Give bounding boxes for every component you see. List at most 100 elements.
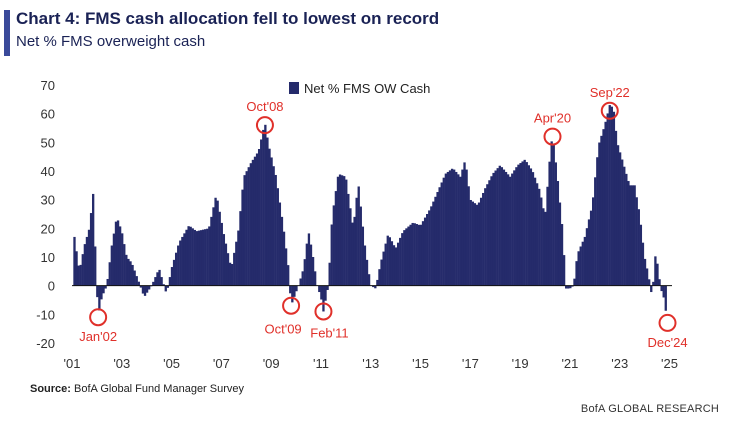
bar — [654, 256, 657, 286]
bar — [442, 177, 445, 286]
bar — [160, 277, 163, 286]
annotations: Jan'02 Oct'08 Oct'09 Feb'11 Apr'20 Sep'22 Dec'… — [79, 85, 687, 350]
bar — [639, 224, 643, 286]
bar — [154, 277, 157, 286]
bar — [390, 241, 394, 286]
bar — [421, 221, 425, 286]
bar — [347, 193, 350, 286]
bar — [446, 171, 450, 286]
bar — [471, 201, 474, 286]
bar — [645, 268, 649, 286]
bar — [245, 171, 248, 286]
bar — [494, 170, 497, 286]
bar — [85, 236, 89, 286]
bar — [239, 211, 242, 286]
bar — [206, 228, 209, 286]
bar — [183, 233, 186, 286]
bar — [185, 229, 188, 286]
bar — [531, 172, 535, 286]
bar — [75, 251, 78, 286]
bar — [616, 145, 620, 286]
bar — [228, 262, 232, 286]
bar — [112, 233, 116, 286]
bar — [121, 233, 124, 286]
bar — [328, 262, 331, 286]
bar — [92, 193, 95, 286]
bar — [417, 224, 421, 286]
x-tick-label: '15 — [412, 356, 429, 371]
bar-series — [73, 105, 667, 312]
bar — [220, 222, 223, 286]
bar — [498, 165, 501, 286]
bar — [77, 265, 80, 286]
bar — [231, 264, 234, 286]
bar — [492, 172, 495, 286]
bar — [660, 285, 663, 292]
bar — [538, 188, 541, 286]
bar — [641, 242, 645, 286]
bar — [293, 285, 296, 297]
bar — [324, 285, 327, 301]
bar — [299, 278, 302, 286]
bar — [278, 202, 282, 286]
bar — [552, 144, 555, 286]
bar — [98, 285, 101, 311]
bar — [81, 254, 84, 286]
bar — [102, 285, 105, 294]
bar — [428, 210, 431, 286]
bar — [457, 174, 460, 286]
bar — [131, 264, 134, 286]
bar — [432, 201, 435, 286]
bar — [287, 265, 290, 286]
bar — [307, 233, 311, 286]
bar — [233, 252, 236, 286]
bar — [255, 153, 259, 286]
bar — [357, 186, 360, 286]
bar — [313, 271, 317, 286]
annotation-label: Sep'22 — [590, 85, 630, 100]
annotation-circle — [314, 302, 333, 321]
bar — [405, 228, 408, 286]
bar — [635, 197, 638, 286]
bar — [295, 285, 298, 292]
bar — [197, 230, 201, 286]
bar — [224, 243, 228, 286]
bar — [89, 213, 93, 286]
bar — [473, 203, 477, 286]
bar — [249, 163, 252, 286]
x-tick-label: '01 — [64, 356, 81, 371]
annotation-circle — [282, 296, 301, 315]
bar — [270, 157, 273, 286]
bar — [656, 263, 659, 286]
chart-legend: Net % FMS OW Cash — [289, 81, 430, 96]
bar — [214, 197, 217, 286]
bar — [303, 259, 306, 286]
x-tick-label: '07 — [213, 356, 230, 371]
y-tick-label: -20 — [36, 336, 55, 351]
bar — [326, 285, 329, 290]
y-tick-label: 60 — [41, 107, 55, 122]
x-tick-label: '03 — [113, 356, 130, 371]
bar — [399, 237, 402, 286]
bar — [448, 170, 452, 286]
bar — [177, 245, 180, 286]
bar — [623, 166, 626, 286]
bar — [137, 281, 140, 286]
bar — [658, 279, 661, 286]
bar — [583, 236, 587, 286]
bar — [164, 285, 167, 292]
bar — [550, 141, 553, 286]
bar — [125, 254, 128, 286]
annotation-label: Oct'08 — [246, 99, 283, 114]
bar — [264, 124, 267, 286]
bar — [359, 206, 362, 286]
bar — [627, 181, 630, 286]
bar — [388, 237, 391, 286]
bar — [525, 162, 528, 286]
bar — [367, 274, 371, 286]
bar — [127, 258, 130, 286]
bar — [195, 231, 199, 286]
bar — [247, 167, 250, 286]
bar — [363, 245, 367, 286]
